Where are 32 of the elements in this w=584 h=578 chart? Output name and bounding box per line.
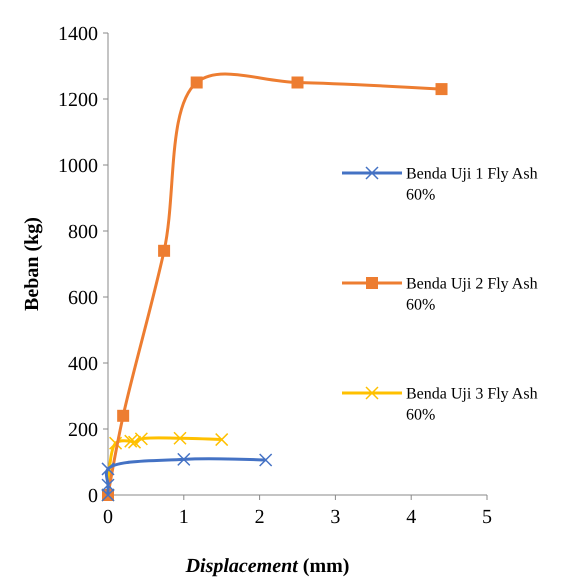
point (292, 76, 304, 88)
point (214, 432, 228, 446)
x-tick-label: 3 (330, 506, 340, 528)
point (190, 76, 203, 88)
point (128, 435, 142, 449)
point (101, 478, 115, 492)
point (108, 436, 122, 450)
x-tick-label: 2 (254, 506, 265, 528)
legend-label: Benda Uji 1 Fly Ash 60% (406, 166, 538, 204)
point (177, 452, 191, 466)
y-tick-label: 200 (68, 419, 98, 441)
y-tick-label: 0 (88, 485, 98, 507)
y-tick-label: 800 (68, 221, 98, 243)
point (158, 244, 170, 257)
x-tick-label: 5 (482, 506, 492, 528)
point (117, 410, 130, 422)
legend-label: Benda Uji 3 Fly Ash 60% (406, 386, 538, 424)
point (101, 462, 115, 476)
point (173, 431, 187, 445)
legend-label: Benda Uji 2 Fly Ash 60% (406, 276, 538, 314)
y-tick-label: 1000 (58, 155, 98, 177)
y-tick-label: 600 (68, 287, 98, 309)
y-tick-label: 400 (68, 353, 98, 375)
x-tick-label: 0 (103, 506, 113, 528)
y-axis-title: Beban (kg) (21, 217, 43, 311)
point (258, 453, 272, 467)
point (436, 83, 448, 96)
y-tick-label: 1200 (58, 89, 98, 111)
y-tick-label: 1400 (58, 23, 98, 45)
x-tick-label: 4 (406, 506, 416, 528)
x-axis-title: Displacement (mm) (184, 555, 350, 577)
x-tick-label: 1 (178, 506, 189, 528)
